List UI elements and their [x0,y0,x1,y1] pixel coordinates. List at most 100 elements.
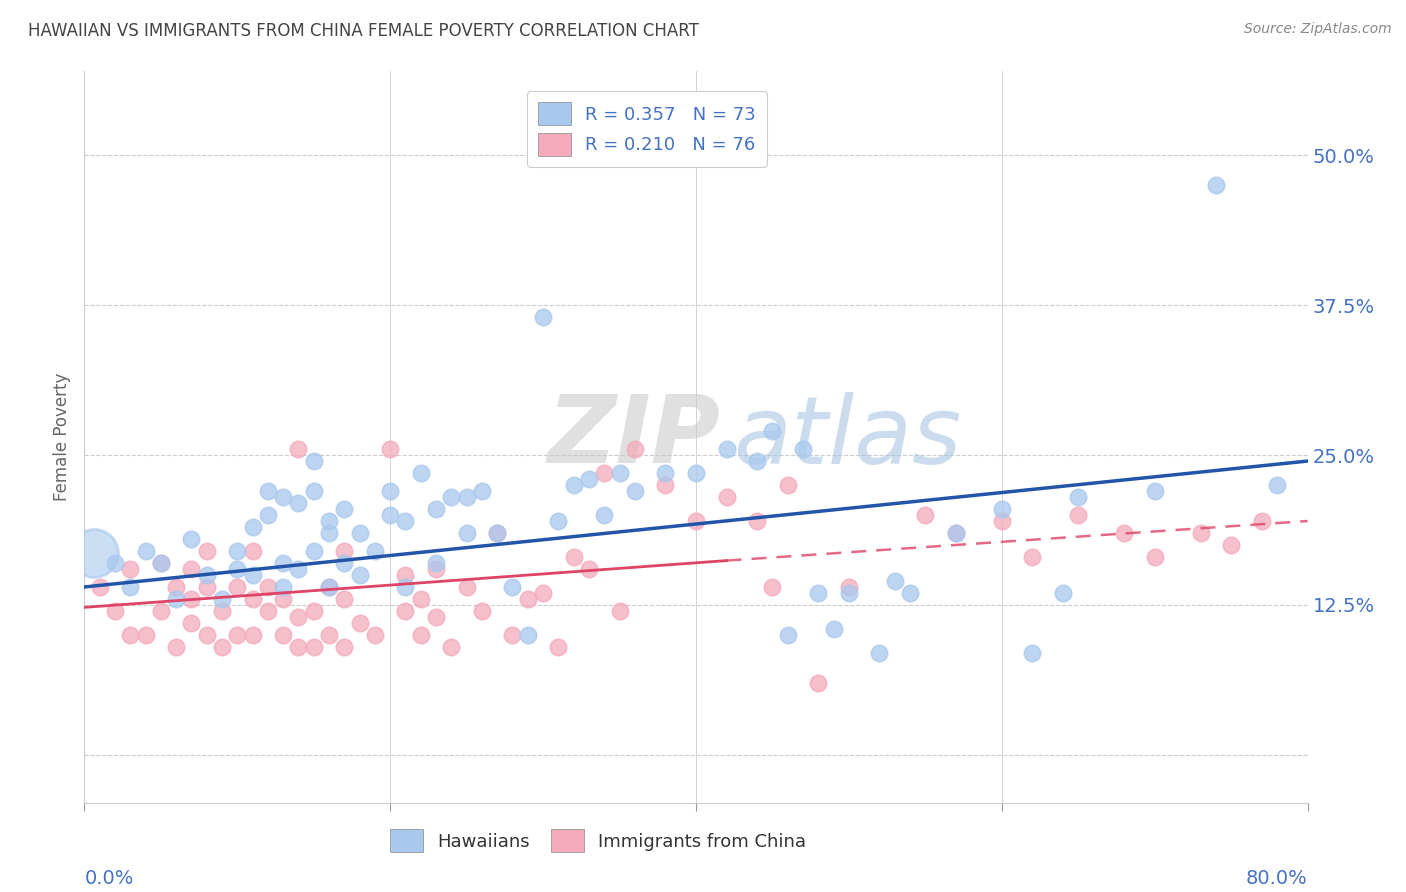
Point [1220,538,1243,552]
Point [945,526,967,541]
Point [425,556,447,570]
Point [302,483,325,498]
Point [242,568,264,582]
Point [914,508,936,522]
Legend: R = 0.357   N = 73, R = 0.210   N = 76: R = 0.357 N = 73, R = 0.210 N = 76 [527,91,766,167]
Point [716,442,738,456]
Legend: Hawaiians, Immigrants from China: Hawaiians, Immigrants from China [382,822,814,860]
Point [1021,549,1043,564]
Point [1250,514,1272,528]
Point [302,454,325,468]
Point [440,490,463,504]
Point [333,591,356,606]
Point [776,478,799,492]
Point [180,615,202,630]
Point [945,526,967,541]
Point [394,604,416,618]
Point [318,514,340,528]
Point [1067,490,1090,504]
Point [302,640,325,654]
Point [349,568,371,582]
Point [287,610,309,624]
Y-axis label: Female Poverty: Female Poverty [53,373,72,501]
Point [1052,586,1074,600]
Point [578,562,600,576]
Point [165,640,187,654]
Point [149,556,172,570]
Point [242,544,264,558]
Point [333,544,356,558]
Point [333,556,356,570]
Point [1067,508,1090,522]
Point [120,628,142,642]
Point [456,490,478,504]
Point [409,591,432,606]
Point [1189,526,1212,541]
Point [333,502,356,516]
Point [195,580,218,594]
Text: HAWAIIAN VS IMMIGRANTS FROM CHINA FEMALE POVERTY CORRELATION CHART: HAWAIIAN VS IMMIGRANTS FROM CHINA FEMALE… [28,22,699,40]
Point [257,508,280,522]
Point [83,546,105,560]
Point [318,580,340,594]
Point [425,502,447,516]
Point [226,544,249,558]
Point [180,532,202,546]
Point [409,628,432,642]
Point [271,556,294,570]
Point [792,442,814,456]
Point [1265,478,1288,492]
Point [89,580,111,594]
Point [257,604,280,618]
Point [302,544,325,558]
Text: atlas: atlas [733,392,960,483]
Point [242,591,264,606]
Point [838,580,860,594]
Point [180,562,202,576]
Point [838,586,860,600]
Point [807,676,830,690]
Point [380,508,402,522]
Point [149,556,172,570]
Point [502,628,524,642]
Point [226,580,249,594]
Point [685,514,707,528]
Point [349,615,371,630]
Point [593,466,616,480]
Point [823,622,845,636]
Point [120,562,142,576]
Point [302,604,325,618]
Point [1114,526,1136,541]
Point [562,478,585,492]
Point [547,640,569,654]
Point [104,604,127,618]
Point [120,580,142,594]
Point [287,562,309,576]
Point [195,568,218,582]
Point [287,442,309,456]
Point [456,526,478,541]
Point [394,568,416,582]
Point [211,591,233,606]
Point [242,520,264,534]
Point [195,628,218,642]
Point [531,310,554,325]
Point [1205,178,1227,193]
Point [991,514,1014,528]
Point [776,628,799,642]
Point [318,628,340,642]
Point [547,514,569,528]
Point [149,604,172,618]
Text: Source: ZipAtlas.com: Source: ZipAtlas.com [1244,22,1392,37]
Text: 0.0%: 0.0% [84,869,134,888]
Point [747,454,769,468]
Point [226,562,249,576]
Point [257,580,280,594]
Point [516,628,538,642]
Point [869,646,891,660]
Point [486,526,509,541]
Point [883,574,905,588]
Text: ZIP: ZIP [547,391,720,483]
Point [287,496,309,510]
Point [593,508,616,522]
